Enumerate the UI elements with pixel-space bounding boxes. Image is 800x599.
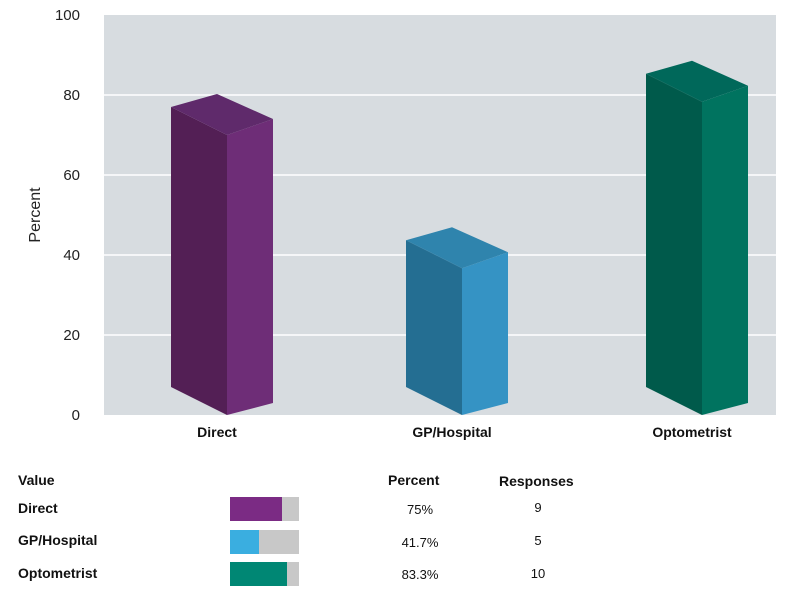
x-tick-label: Optometrist: [652, 424, 732, 440]
y-tick-label: 100: [55, 7, 80, 24]
bar-side: [462, 252, 508, 415]
percent-bar-fill: [230, 497, 282, 521]
bar-front: [646, 73, 702, 416]
percent-bar-track: [230, 497, 299, 521]
bar-side: [227, 119, 273, 415]
table-row-responses: 10: [530, 566, 546, 581]
table-row-label: GP/Hospital: [18, 532, 98, 548]
table-header-value: Value: [18, 472, 55, 488]
table-row-responses: 9: [534, 500, 542, 515]
bar-top: [406, 227, 508, 269]
percent-bar-fill: [230, 562, 288, 586]
bar-front: [406, 240, 462, 415]
y-tick-label: 20: [63, 327, 80, 344]
percent-bar-fill: [230, 530, 259, 554]
y-tick-label: 40: [63, 247, 80, 264]
bar-top: [646, 60, 748, 102]
bar-side: [702, 85, 748, 416]
table-row-responses: 5: [534, 533, 542, 548]
table-row-percent: 83.3%: [401, 567, 439, 582]
x-tick-label: Direct: [197, 424, 237, 440]
table-row-label: Optometrist: [18, 565, 98, 581]
table-row-label: Direct: [18, 500, 58, 516]
bar-front: [171, 107, 227, 415]
table-header-percent: Percent: [388, 472, 440, 488]
x-tick-label: GP/Hospital: [412, 424, 491, 440]
table-row-percent: 75%: [406, 502, 434, 517]
y-tick-label: 0: [72, 407, 80, 424]
y-tick-label: 80: [63, 87, 80, 104]
y-tick-label: 60: [63, 167, 80, 184]
percent-bar-track: [230, 562, 299, 586]
bar-chart: 0 20 40 60 80 100 Percent Direct GP/Hospital Opto…: [27, 7, 776, 440]
bar-top: [171, 94, 273, 135]
y-axis-label: Percent: [27, 187, 44, 243]
percent-bar-track: [230, 530, 299, 554]
table-header-responses: Responses: [499, 473, 574, 489]
table-row-percent: 41.7%: [401, 535, 439, 550]
